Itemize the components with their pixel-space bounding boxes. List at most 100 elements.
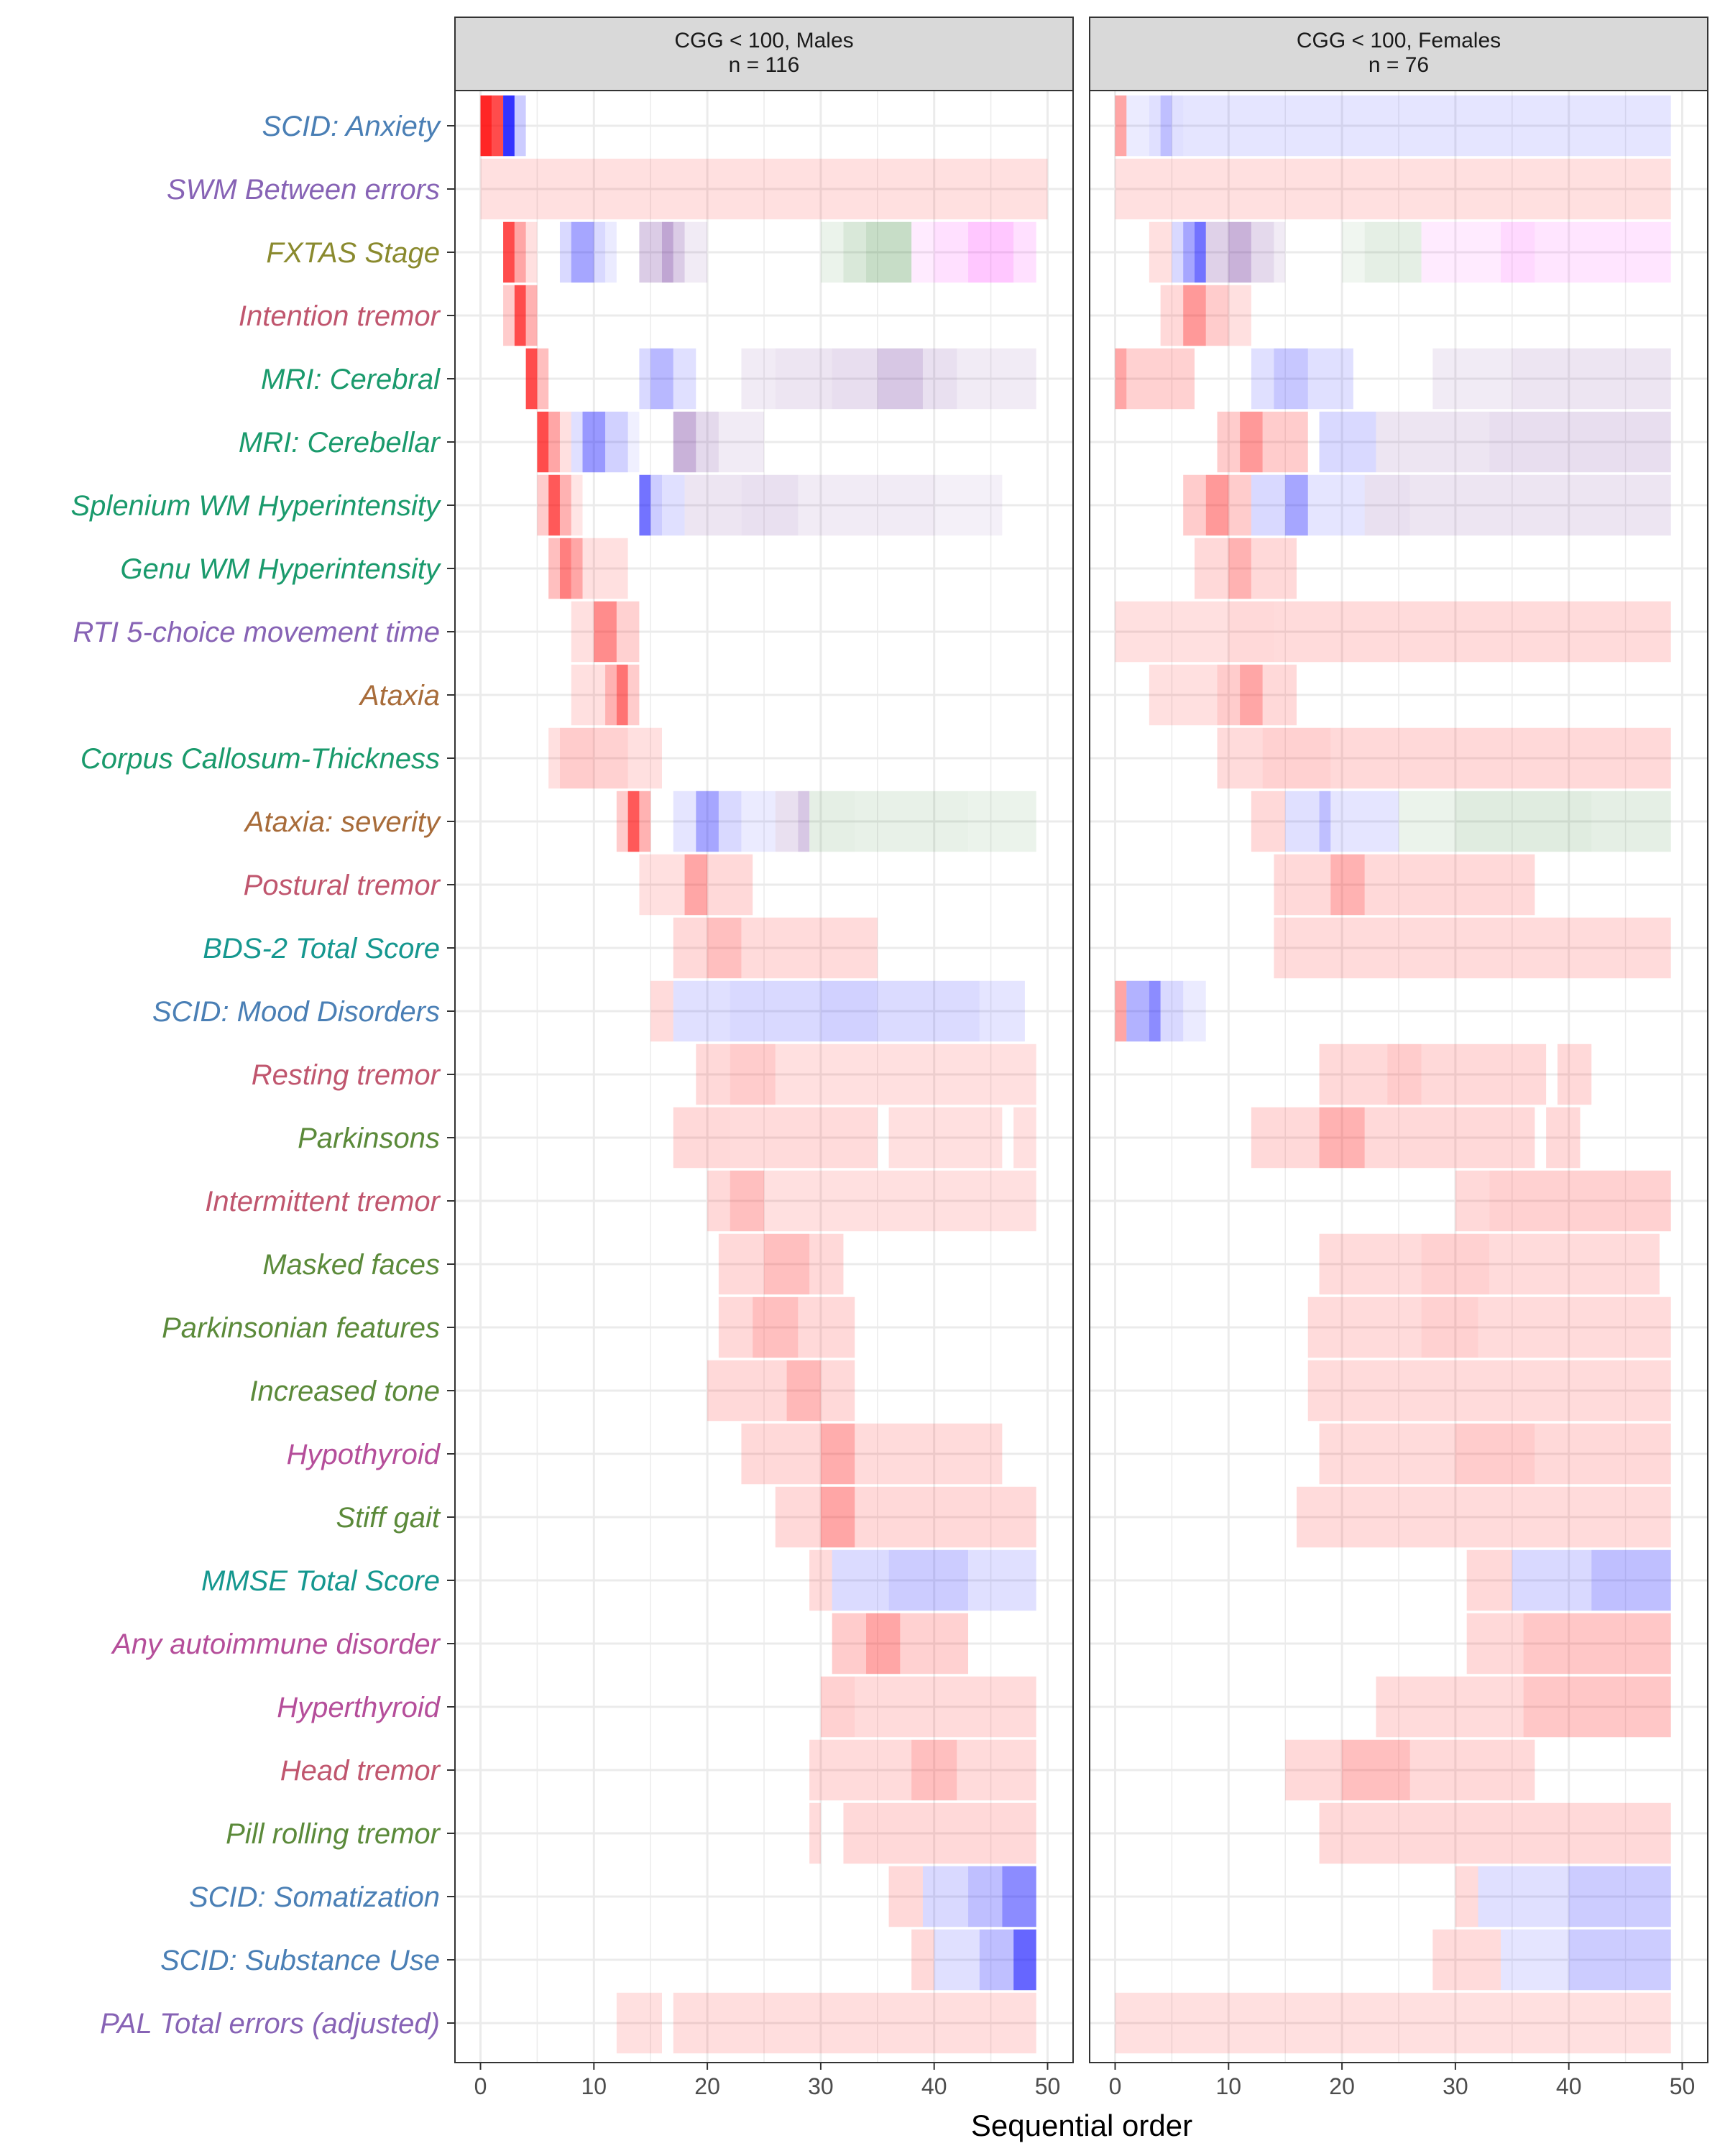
heatmap-cell bbox=[639, 854, 685, 916]
heatmap-cell bbox=[616, 791, 628, 852]
heatmap-cell bbox=[1568, 1866, 1671, 1927]
heatmap-cell bbox=[730, 980, 821, 1042]
heatmap-cell bbox=[1512, 1549, 1592, 1611]
row-label: RTI 5-choice movement time bbox=[73, 617, 440, 648]
row-label: Resting tremor bbox=[252, 1059, 441, 1091]
heatmap-cell bbox=[559, 538, 571, 599]
heatmap-cell bbox=[1399, 791, 1455, 852]
x-tick-label-males: 20 bbox=[694, 2073, 720, 2099]
heatmap-cell bbox=[1240, 664, 1263, 726]
heatmap-cell bbox=[1274, 221, 1286, 283]
heatmap-cell bbox=[820, 1676, 855, 1738]
heatmap-cell bbox=[741, 348, 776, 410]
heatmap-cell bbox=[639, 791, 651, 852]
heatmap-cell bbox=[718, 1296, 753, 1358]
heatmap-cell bbox=[514, 95, 526, 157]
heatmap-cell bbox=[1205, 474, 1229, 536]
heatmap-cell bbox=[809, 1802, 821, 1864]
heatmap-cell bbox=[957, 348, 1036, 410]
heatmap-cell bbox=[1262, 664, 1297, 726]
heatmap-cell bbox=[911, 221, 934, 283]
panel-border-females bbox=[1089, 90, 1708, 2063]
heatmap-cell bbox=[934, 474, 1003, 536]
heatmap-cell bbox=[650, 980, 673, 1042]
heatmap-cell bbox=[627, 727, 662, 789]
heatmap-cell bbox=[1274, 917, 1671, 979]
heatmap-cell bbox=[1115, 158, 1671, 220]
heatmap-cell bbox=[1489, 1233, 1660, 1295]
heatmap-cell bbox=[1183, 980, 1206, 1042]
heatmap-cell bbox=[673, 1107, 730, 1169]
panel-subtitle-males: n = 116 bbox=[729, 53, 800, 77]
heatmap-cell bbox=[1160, 285, 1184, 346]
row-label: MRI: Cerebellar bbox=[239, 427, 441, 459]
heatmap-cell bbox=[979, 980, 1025, 1042]
heatmap-cell bbox=[934, 1929, 980, 1991]
heatmap-cell bbox=[1160, 980, 1184, 1042]
heatmap-cell bbox=[1013, 221, 1036, 283]
row-label: Parkinsonian features bbox=[162, 1312, 440, 1344]
heatmap-cell bbox=[1183, 474, 1206, 536]
panel-subtitle-females: n = 76 bbox=[1368, 53, 1429, 77]
heatmap-cell bbox=[1172, 95, 1184, 157]
heatmap-cell bbox=[639, 474, 651, 536]
heatmap-cell bbox=[843, 221, 867, 283]
heatmap-cell bbox=[503, 285, 515, 346]
heatmap-cell bbox=[1330, 727, 1671, 789]
heatmap-cell bbox=[1319, 1233, 1422, 1295]
heatmap-cell bbox=[1535, 1423, 1671, 1485]
heatmap-cell bbox=[968, 221, 1014, 283]
heatmap-cell bbox=[480, 158, 1048, 220]
heatmap-cell bbox=[1228, 538, 1251, 599]
heatmap-cell bbox=[616, 1992, 662, 2054]
x-axis-ticks-males: 0 10 20 30 40 50 bbox=[474, 2063, 1061, 2099]
x-tick-label-females: 30 bbox=[1443, 2073, 1468, 2099]
heatmap-cell bbox=[1421, 1296, 1478, 1358]
heatmap-cell bbox=[1342, 221, 1365, 283]
heatmap-cell bbox=[1307, 1360, 1671, 1422]
heatmap-cell bbox=[1432, 1929, 1501, 1991]
heatmap-cell bbox=[650, 348, 673, 410]
heatmap-cell bbox=[707, 1170, 730, 1232]
x-tick-label-males: 10 bbox=[581, 2073, 607, 2099]
heatmap-cell bbox=[1285, 791, 1320, 852]
heatmap-cell bbox=[514, 285, 526, 346]
heatmap-cell bbox=[1501, 1929, 1569, 1991]
heatmap-cell bbox=[820, 1423, 855, 1485]
row-label: Hyperthyroid bbox=[277, 1692, 441, 1723]
heatmap-cell bbox=[1455, 1866, 1478, 1927]
heatmap-cell bbox=[1228, 285, 1251, 346]
heatmap-cell bbox=[1421, 221, 1501, 283]
heatmap-cell bbox=[1285, 1739, 1343, 1801]
x-tick-label-males: 50 bbox=[1035, 2073, 1061, 2099]
heatmap-cell bbox=[1376, 411, 1490, 473]
heatmap-cell bbox=[775, 1486, 821, 1548]
row-label: Postural tremor bbox=[244, 870, 441, 901]
heatmap-cell bbox=[537, 411, 549, 473]
heatmap-cell bbox=[594, 221, 606, 283]
row-label: SCID: Mood Disorders bbox=[152, 996, 440, 1028]
panel-title-males: CGG < 100, Males bbox=[674, 29, 853, 52]
heatmap-cell bbox=[718, 411, 764, 473]
heatmap-cell bbox=[730, 1170, 764, 1232]
x-tick-label-females: 0 bbox=[1109, 2073, 1122, 2099]
row-label: Head tremor bbox=[280, 1755, 441, 1787]
heatmap-cell bbox=[730, 1107, 878, 1169]
row-label: Stiff gait bbox=[336, 1502, 441, 1534]
heatmap-cell bbox=[492, 95, 504, 157]
heatmap-cell bbox=[1489, 411, 1671, 473]
heatmap-cell bbox=[741, 791, 776, 852]
heatmap-cell bbox=[775, 1044, 1036, 1105]
heatmap-cell bbox=[1421, 1044, 1547, 1105]
heatmap-cell bbox=[1251, 474, 1286, 536]
heatmap-cell bbox=[1421, 1233, 1490, 1295]
heatmap-cell bbox=[888, 1866, 923, 1927]
heatmap-cell bbox=[673, 1992, 1036, 2054]
heatmap-cell bbox=[1251, 348, 1274, 410]
heatmap-cell bbox=[968, 1866, 1003, 1927]
heatmap-cell bbox=[627, 791, 640, 852]
heatmap-cell bbox=[775, 791, 799, 852]
heatmap-cell bbox=[1149, 664, 1218, 726]
heatmap-cell bbox=[1319, 1107, 1365, 1169]
